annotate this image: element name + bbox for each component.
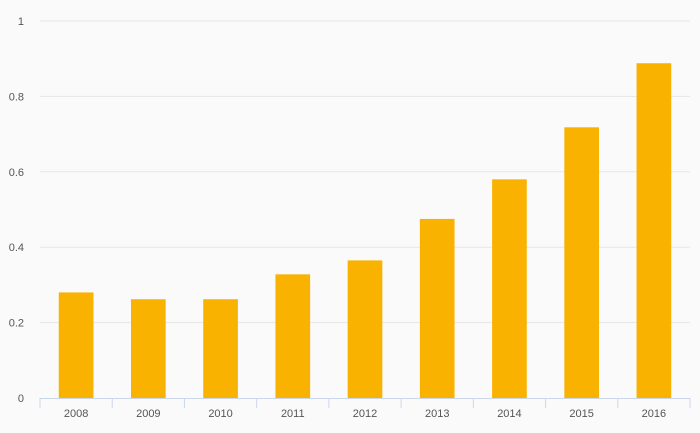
bar-2010[interactable] [203,299,238,398]
x-tick-label: 2010 [208,408,232,420]
x-tick-label: 2015 [569,408,593,420]
bar-2015[interactable] [564,127,599,399]
bar-2009[interactable] [131,299,166,398]
x-tick-label: 2012 [353,408,377,420]
bars [58,63,672,399]
bar-2014[interactable] [492,179,527,398]
x-tick-label: 2009 [136,408,160,420]
y-axis-ticks: 0 0.2 0.4 0.6 0.8 1 [9,16,24,405]
bar-2013[interactable] [419,218,455,398]
x-tick-label: 2016 [642,408,666,420]
bar-2011[interactable] [275,274,311,398]
x-tick-label: 2014 [497,408,521,420]
y-tick-label: 0.6 [9,167,24,179]
x-axis-ticks: 2008 2009 2010 2011 2012 2013 2014 2015 2016 [64,408,666,420]
x-tick-label: 2011 [281,408,305,420]
y-tick-label: 0.2 [9,318,24,330]
bar-2016[interactable] [636,63,672,398]
y-tick-label: 0.4 [9,242,24,254]
x-tick-label: 2008 [64,408,88,420]
y-tick-label: 0.8 [9,91,24,103]
x-tick-label: 2013 [425,408,449,420]
y-tick-label: 0 [18,393,24,405]
y-tick-label: 1 [18,16,24,28]
bar-2008[interactable] [58,292,94,398]
x-axis [39,398,691,408]
bar-2012[interactable] [347,260,383,398]
